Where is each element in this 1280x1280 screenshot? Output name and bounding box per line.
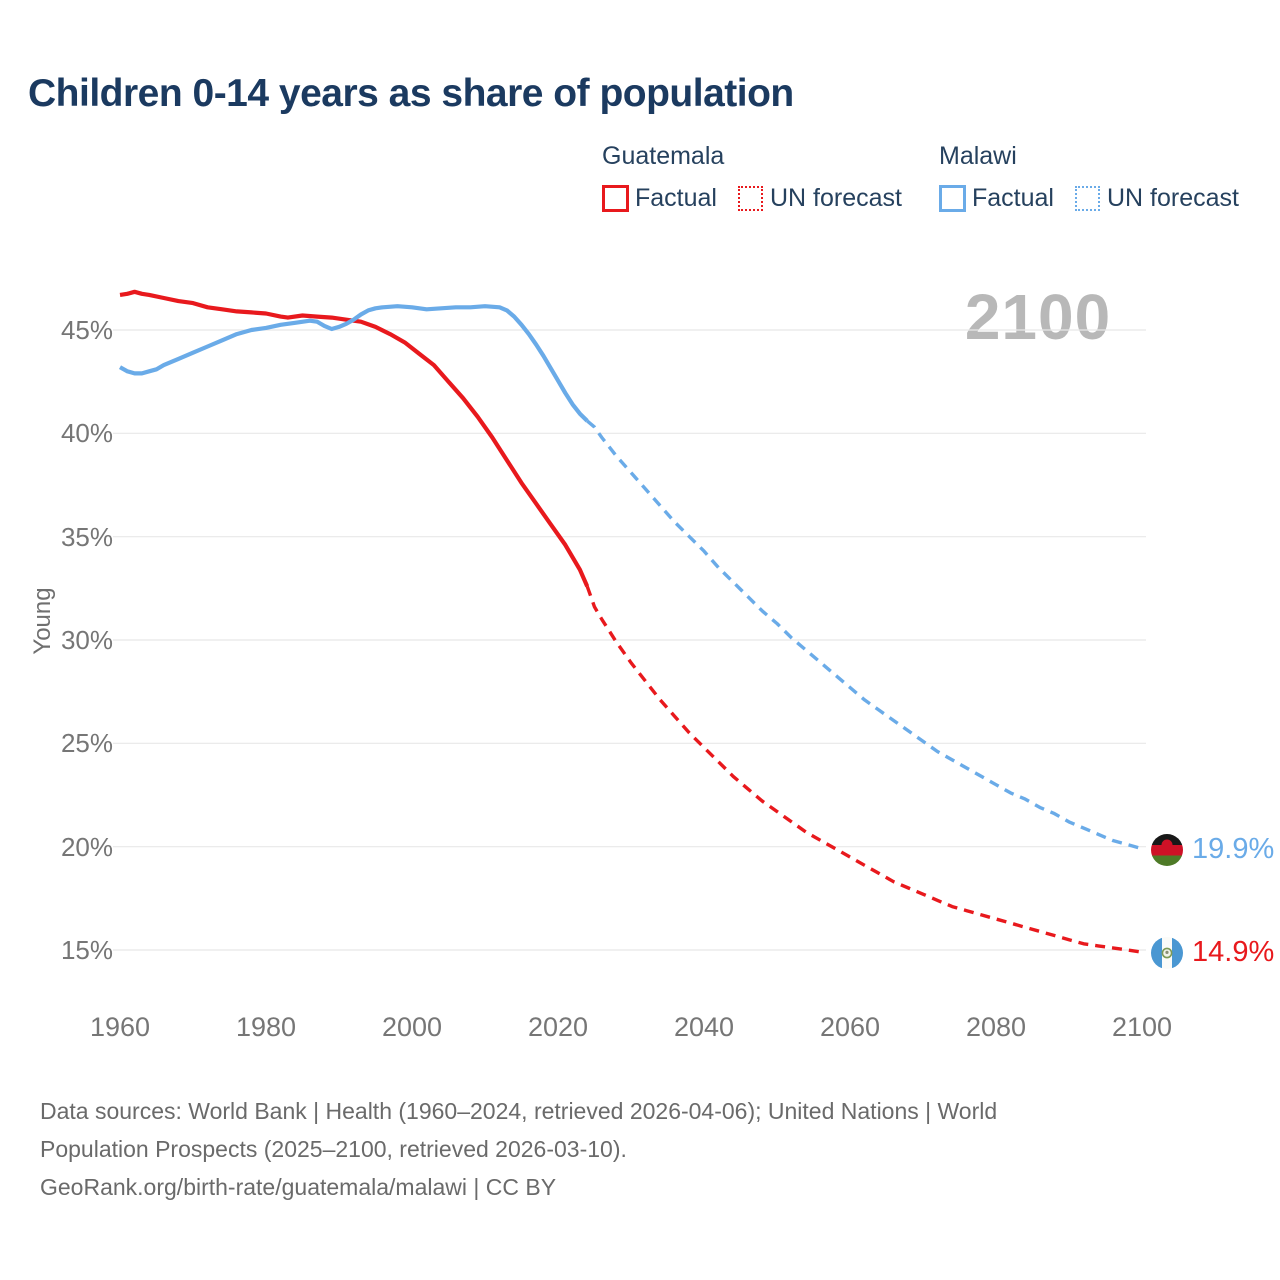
series-guatemala-factual[interactable] — [119, 289, 590, 588]
solid-swatch-icon — [939, 185, 966, 212]
legend-item-malawi-forecast[interactable]: UN forecast — [1074, 184, 1239, 213]
y-axis-title: Young — [29, 587, 56, 655]
legend-item-label: UN forecast — [769, 184, 902, 212]
legend-group-title: Malawi — [939, 142, 1017, 170]
x-tick-label: 2100 — [1111, 1012, 1173, 1042]
x-tick-label: 2000 — [381, 1012, 443, 1042]
x-tick-label: 2040 — [673, 1012, 735, 1042]
legend-item-guatemala-forecast[interactable]: UN forecast — [737, 184, 902, 213]
legend-item-malawi-factual[interactable]: Factual — [939, 184, 1054, 213]
end-label-malawi: 19.9% — [1151, 833, 1274, 866]
solid-swatch-icon — [602, 185, 629, 212]
malawi-flag-icon — [1151, 833, 1183, 866]
legend-item-label: Factual — [635, 184, 717, 212]
series-guatemala-un-forecast[interactable] — [585, 585, 1143, 954]
dotted-swatch-icon — [1074, 186, 1100, 211]
end-value-guatemala: 14.9% — [1192, 936, 1275, 968]
x-tick-label: 2020 — [527, 1012, 589, 1042]
legend-group-guatemala: Guatemala Factual UN forecast — [602, 142, 902, 213]
legend-item-label: Factual — [972, 184, 1054, 212]
series-malawi-factual[interactable] — [118, 304, 589, 423]
dotted-swatch-icon — [737, 186, 763, 211]
legend-group-title: Guatemala — [602, 142, 725, 170]
end-value-malawi: 19.9% — [1192, 833, 1275, 865]
x-tick-label: 2060 — [819, 1012, 881, 1042]
y-tick-label: 35% — [60, 521, 113, 552]
guatemala-flag-icon — [1151, 936, 1183, 969]
year-watermark: 2100 — [964, 281, 1112, 353]
source-line: Data sources: World Bank | Health (1960–… — [40, 1098, 998, 1124]
legend-item-label: UN forecast — [1106, 184, 1239, 212]
x-tick-label: 2080 — [965, 1012, 1027, 1042]
legend-group-malawi: Malawi Factual UN forecast — [939, 142, 1239, 213]
attribution-line: GeoRank.org/birth-rate/guatemala/malawi … — [40, 1174, 557, 1200]
data-sources-note: Data sources: World Bank | Health (1960–… — [40, 1092, 997, 1206]
y-tick-label: 20% — [60, 831, 113, 862]
y-tick-label: 25% — [60, 728, 113, 759]
chart-title: Children 0-14 years as share of populati… — [28, 72, 794, 115]
y-tick-label: 40% — [60, 418, 113, 449]
y-tick-label: 45% — [60, 315, 113, 345]
x-tick-label: 1980 — [235, 1012, 297, 1042]
y-tick-label: 15% — [60, 935, 113, 965]
x-tick-label: 1960 — [89, 1012, 151, 1042]
source-line: Population Prospects (2025–2100, retriev… — [40, 1136, 627, 1162]
y-tick-label: 30% — [60, 625, 113, 655]
series-malawi-un-forecast[interactable] — [586, 419, 1143, 851]
end-label-guatemala: 14.9% — [1151, 936, 1274, 969]
legend-item-guatemala-factual[interactable]: Factual — [602, 184, 717, 213]
